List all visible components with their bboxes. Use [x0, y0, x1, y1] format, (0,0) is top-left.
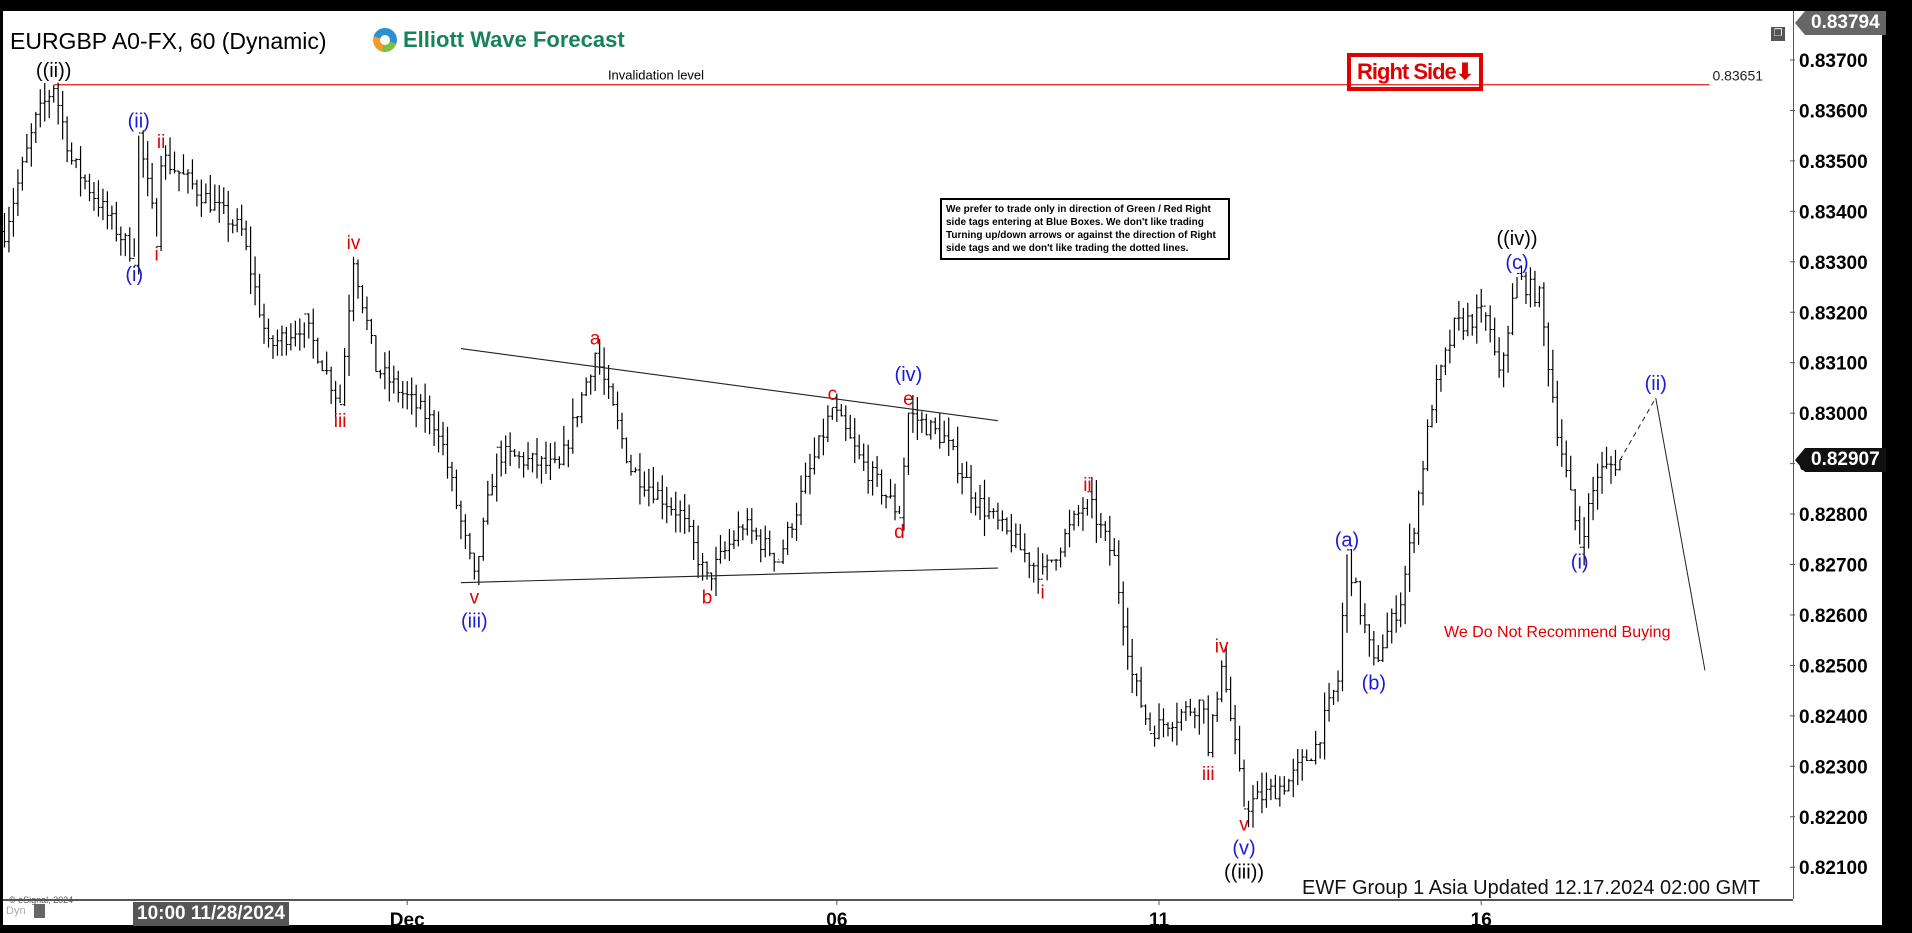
wave-label: ((iv)) — [1496, 228, 1537, 250]
wave-label: (ii) — [1645, 373, 1667, 395]
price-chart[interactable]: 0.83700 0.83600 0.83500 0.83400 0.83300 0.832… — [3, 11, 1882, 925]
wave-label: v — [470, 588, 480, 609]
wave-label: b — [702, 588, 713, 609]
projection-dashed-line — [1619, 397, 1657, 461]
logo: Elliott Wave Forecast — [373, 27, 625, 53]
time-tick-label: 06 — [826, 910, 847, 925]
restore-window-icon[interactable]: ❐ — [1771, 27, 1785, 41]
triangle-trend-line — [460, 567, 998, 584]
updated-text: EWF Group 1 Asia Updated 12.17.2024 02:0… — [1302, 877, 1761, 899]
price-tick-label: 0.82200 — [1799, 808, 1868, 829]
chart-title: EURGBP A0-FX, 60 (Dynamic) — [10, 28, 327, 54]
price-tick-label: 0.82100 — [1799, 858, 1868, 879]
wave-label: (ii) — [128, 111, 150, 133]
wave-label: iii — [334, 411, 347, 432]
wave-label: e — [903, 389, 914, 410]
invalidation-label: Invalidation level — [608, 68, 704, 83]
price-tick-label: 0.83700 — [1799, 51, 1868, 72]
wave-label: ((iii)) — [1224, 862, 1264, 884]
wave-label: (b) — [1362, 672, 1386, 694]
wave-label: ii — [157, 132, 165, 153]
price-tick-label: 0.83300 — [1799, 253, 1868, 274]
wave-label: d — [894, 522, 905, 543]
wave-label: (c) — [1505, 252, 1528, 274]
wave-label: iv — [1215, 636, 1229, 657]
price-tick-label: 0.82300 — [1799, 757, 1868, 778]
time-tick-label: 11 — [1149, 910, 1170, 925]
price-tick-label: 0.82700 — [1799, 556, 1868, 577]
price-axis-line — [1793, 11, 1794, 899]
price-tick-label: 0.83600 — [1799, 101, 1868, 122]
wave-label: i — [1041, 583, 1045, 604]
logo-text: Elliott Wave Forecast — [403, 27, 625, 52]
price-tick-label: 0.82400 — [1799, 707, 1868, 728]
no-recommend-text: We Do Not Recommend Buying — [1444, 624, 1671, 641]
price-tick-label: 0.83000 — [1799, 404, 1868, 425]
wave-label: iv — [347, 233, 361, 254]
time-tick-label: Dec — [390, 910, 425, 925]
wave-label: v — [1239, 815, 1249, 836]
right-side-label: Right Side — [1357, 59, 1457, 84]
wave-label: ((ii)) — [36, 60, 72, 82]
projection-line — [1655, 397, 1706, 671]
wave-label: a — [590, 329, 601, 350]
chart-window: 0.83700 0.83600 0.83500 0.83400 0.83300 0.832… — [3, 11, 1886, 926]
price-tick-label: 0.82800 — [1799, 505, 1868, 526]
triangle-trend-line — [460, 348, 998, 422]
high-price-tag: 0.83794 — [1795, 11, 1886, 35]
trading-note: We prefer to trade only in direction of … — [940, 198, 1230, 260]
last-price-tag: 0.82907 — [1795, 448, 1886, 473]
wave-label: (v) — [1232, 838, 1255, 860]
arrow-down-icon: ⬇ — [1455, 59, 1474, 84]
price-tick-label: 0.82500 — [1799, 656, 1868, 677]
wave-label: (i) — [1571, 551, 1589, 573]
dyn-label: Dyn — [6, 905, 26, 917]
wave-label: c — [828, 384, 838, 405]
time-axis-line — [3, 899, 1793, 901]
price-tick-label: 0.83100 — [1799, 354, 1868, 375]
time-cursor-label: 10:00 11/28/2024 — [133, 902, 289, 926]
invalidation-price: 0.83651 — [1712, 68, 1763, 84]
dyn-toggle-icon[interactable] — [34, 904, 45, 918]
right-side-tag: Right Side⬇ — [1347, 53, 1484, 91]
price-tick-label: 0.83500 — [1799, 152, 1868, 173]
wave-label: ii — [1083, 475, 1091, 496]
wave-label: (iv) — [895, 364, 923, 386]
wave-label: (a) — [1335, 529, 1359, 551]
price-tick-label: 0.82600 — [1799, 606, 1868, 627]
wave-label: i — [155, 245, 159, 266]
logo-icon — [373, 28, 397, 52]
price-tick-label: 0.83400 — [1799, 202, 1868, 223]
price-tick-label: 0.83200 — [1799, 303, 1868, 324]
time-tick-label: 16 — [1471, 910, 1492, 925]
wave-label: (iii) — [461, 611, 488, 633]
wave-label: iii — [1202, 764, 1215, 785]
wave-label: (i) — [125, 264, 143, 286]
